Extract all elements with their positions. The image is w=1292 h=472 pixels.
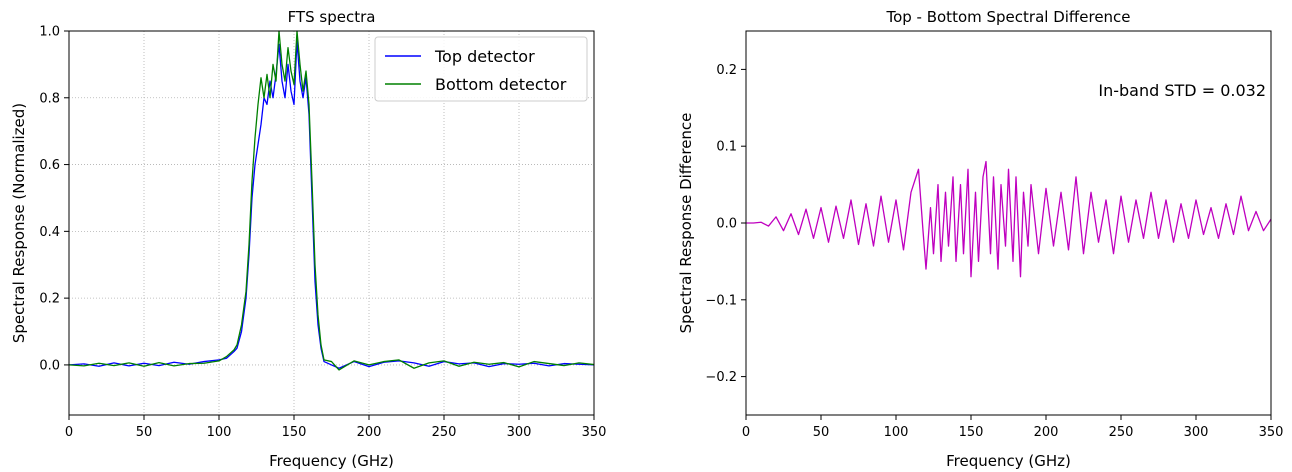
legend: Top detector Bottom detector bbox=[374, 36, 588, 102]
y-tick-label: 0.0 bbox=[39, 358, 60, 373]
legend-label-bottom-detector: Bottom detector bbox=[435, 75, 567, 94]
y-axis-label: Spectral Response Difference bbox=[677, 113, 695, 334]
x-tick-label: 350 bbox=[582, 425, 607, 440]
x-tick-label: 50 bbox=[136, 425, 153, 440]
y-tick-label: 0.8 bbox=[39, 91, 60, 106]
x-tick-label: 250 bbox=[432, 425, 457, 440]
chart-title: FTS spectra bbox=[288, 8, 376, 26]
y-axis-ticks: −0.2 −0.1 0.0 0.1 0.2 bbox=[705, 63, 746, 385]
chart-title: Top - Bottom Spectral Difference bbox=[885, 8, 1130, 26]
legend-box bbox=[374, 36, 588, 102]
x-tick-label: 100 bbox=[207, 425, 232, 440]
x-tick-label: 300 bbox=[507, 425, 532, 440]
x-axis-label: Frequency (GHz) bbox=[946, 452, 1071, 470]
y-axis-label: Spectral Response (Normalized) bbox=[10, 103, 28, 343]
x-tick-label: 200 bbox=[1034, 425, 1059, 440]
x-tick-label: 350 bbox=[1259, 425, 1284, 440]
y-tick-label: 0.2 bbox=[716, 63, 737, 78]
x-axis-ticks: 0 50 100 150 200 250 300 350 bbox=[65, 415, 607, 440]
series-line-difference bbox=[746, 160, 1272, 278]
std-annotation: In-band STD = 0.032 bbox=[1098, 81, 1266, 100]
x-tick-label: 50 bbox=[813, 425, 830, 440]
y-tick-label: 0.6 bbox=[39, 158, 60, 173]
y-tick-label: 1.0 bbox=[39, 25, 60, 40]
x-tick-label: 200 bbox=[357, 425, 382, 440]
x-axis-label: Frequency (GHz) bbox=[269, 452, 394, 470]
x-tick-label: 150 bbox=[282, 425, 307, 440]
x-tick-label: 0 bbox=[742, 425, 750, 440]
y-tick-label: −0.2 bbox=[705, 370, 737, 385]
y-axis-ticks: 0.0 0.2 0.4 0.6 0.8 1.0 bbox=[39, 25, 69, 373]
chart-fts-spectra: 0 50 100 150 200 250 300 350 0.0 0.2 0.4 0.6 0.8 1.0… bbox=[10, 8, 606, 470]
x-tick-label: 150 bbox=[959, 425, 984, 440]
y-tick-label: −0.1 bbox=[705, 293, 737, 308]
y-tick-label: 0.0 bbox=[716, 217, 737, 232]
plot-frame bbox=[68, 30, 595, 416]
legend-label-top-detector: Top detector bbox=[434, 47, 535, 66]
chart-spectral-difference: 0 50 100 150 200 250 300 350 −0.2−0.10.00.10.2 … bbox=[677, 8, 1283, 470]
y-tick-label: 0.4 bbox=[39, 225, 60, 240]
x-tick-label: 250 bbox=[1109, 425, 1134, 440]
x-tick-label: 100 bbox=[884, 425, 909, 440]
x-axis-ticks: 0 50 100 150 200 250 300 350 bbox=[742, 415, 1284, 440]
x-tick-label: 300 bbox=[1184, 425, 1209, 440]
series-layer bbox=[746, 160, 1272, 278]
series-line-bottom-detector bbox=[68, 30, 595, 371]
x-tick-label: 0 bbox=[65, 425, 73, 440]
y-tick-label: 0.2 bbox=[39, 292, 60, 307]
y-tick-label: 0.1 bbox=[716, 140, 737, 155]
series-layer bbox=[68, 30, 595, 371]
